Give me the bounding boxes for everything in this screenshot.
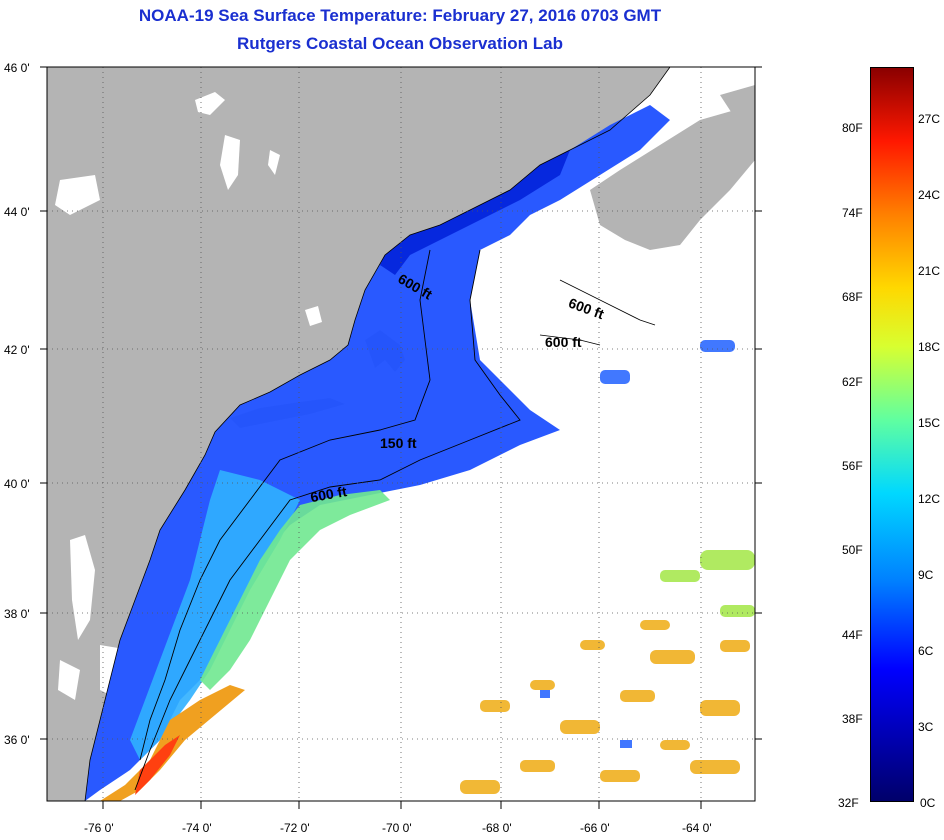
depth-label: 600 ft bbox=[545, 334, 582, 350]
sst-mid-shelf bbox=[130, 470, 300, 760]
colorbar-f-label: 56F bbox=[842, 459, 863, 473]
chesapeake-bay bbox=[70, 535, 95, 640]
colorbar-f-label: 32F bbox=[838, 796, 859, 810]
colorbar-c-label: 15C bbox=[918, 416, 941, 430]
lake bbox=[55, 175, 100, 215]
contour-600ft bbox=[134, 249, 521, 791]
lon-label: -68 0' bbox=[482, 821, 512, 835]
colorbar-c-label: 24C bbox=[918, 188, 941, 202]
lake bbox=[305, 306, 322, 326]
sst-gulf-stream-core bbox=[135, 735, 180, 795]
temperature-colorbar bbox=[870, 67, 914, 802]
lat-label: 46 0' bbox=[4, 61, 30, 75]
lat-label: 42 0' bbox=[4, 343, 30, 357]
colorbar-f-label: 44F bbox=[842, 628, 863, 642]
colorbar-f-label: 62F bbox=[842, 375, 863, 389]
sst-cold-shelf bbox=[85, 105, 670, 801]
sst-offshore-patches bbox=[460, 620, 750, 794]
sst-offshore-blue bbox=[540, 340, 735, 748]
colorbar-c-label: 18C bbox=[918, 340, 941, 354]
lake bbox=[220, 135, 240, 190]
lon-label: -66 0' bbox=[580, 821, 610, 835]
graticule bbox=[47, 67, 755, 801]
colorbar-c-label: 0C bbox=[920, 796, 936, 810]
lat-label: 44 0' bbox=[4, 205, 30, 219]
colorbar-c-label: 27C bbox=[918, 112, 941, 126]
colorbar-c-label: 12C bbox=[918, 492, 941, 506]
lon-label: -74 0' bbox=[182, 821, 212, 835]
sst-slope-green bbox=[200, 490, 390, 690]
colorbar-f-label: 38F bbox=[842, 712, 863, 726]
depth-label: 600 ft bbox=[309, 483, 348, 505]
lake bbox=[58, 660, 80, 700]
land-mainland bbox=[47, 67, 670, 801]
colorbar-c-label: 9C bbox=[918, 568, 934, 582]
lon-label: -76 0' bbox=[84, 821, 114, 835]
map-subtitle: Rutgers Coastal Ocean Observation Lab bbox=[237, 34, 563, 53]
coastline bbox=[84, 67, 671, 801]
lon-label: -64 0' bbox=[682, 821, 712, 835]
contour-150ft bbox=[139, 249, 431, 761]
colorbar-c-label: 21C bbox=[918, 264, 941, 278]
sst-offshore-green bbox=[660, 550, 755, 617]
colorbar-f-label: 68F bbox=[842, 290, 863, 304]
lat-label: 40 0' bbox=[4, 477, 30, 491]
colorbar-c-label: 3C bbox=[918, 720, 934, 734]
lake bbox=[195, 92, 225, 115]
lat-label: 36 0' bbox=[4, 733, 30, 747]
lon-label: -70 0' bbox=[382, 821, 412, 835]
sst-nearshore bbox=[380, 150, 570, 275]
colorbar-f-label: 74F bbox=[842, 206, 863, 220]
ticks bbox=[40, 66, 762, 809]
colorbar-f-label: 80F bbox=[842, 121, 863, 135]
colorbar-c-label: 6C bbox=[918, 644, 934, 658]
depth-label: 150 ft bbox=[380, 435, 417, 451]
lon-label: -72 0' bbox=[280, 821, 310, 835]
map-title: NOAA-19 Sea Surface Temperature: Februar… bbox=[138, 6, 662, 25]
lat-label: 38 0' bbox=[4, 607, 30, 621]
lake bbox=[268, 150, 280, 175]
contour-gulf-maine bbox=[539, 279, 656, 346]
land-nova-scotia bbox=[590, 105, 755, 250]
colorbar-f-label: 50F bbox=[842, 543, 863, 557]
land-cape-breton bbox=[720, 85, 755, 120]
